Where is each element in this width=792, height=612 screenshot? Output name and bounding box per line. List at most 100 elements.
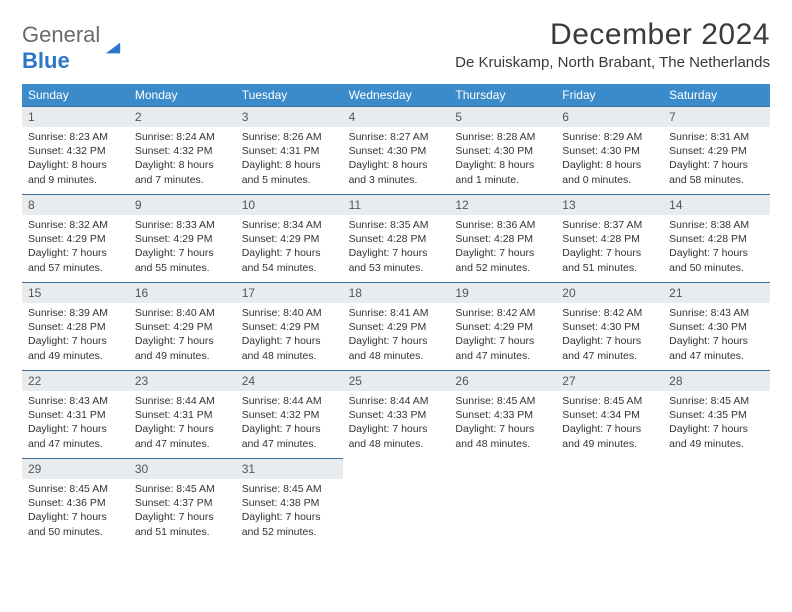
day-number: 25 — [343, 371, 450, 391]
day-number: 20 — [556, 283, 663, 303]
day-info: Sunrise: 8:33 AMSunset: 4:29 PMDaylight:… — [129, 215, 236, 275]
day-number: 24 — [236, 371, 343, 391]
day-cell: 1Sunrise: 8:23 AMSunset: 4:32 PMDaylight… — [22, 106, 129, 194]
day-cell-empty — [556, 458, 663, 546]
day-number: 31 — [236, 459, 343, 479]
day-number: 6 — [556, 107, 663, 127]
day-info: Sunrise: 8:36 AMSunset: 4:28 PMDaylight:… — [449, 215, 556, 275]
day-cell: 3Sunrise: 8:26 AMSunset: 4:31 PMDaylight… — [236, 106, 343, 194]
calendar-header-row: SundayMondayTuesdayWednesdayThursdayFrid… — [22, 84, 770, 106]
day-number: 15 — [22, 283, 129, 303]
day-cell-empty — [663, 458, 770, 546]
day-cell: 9Sunrise: 8:33 AMSunset: 4:29 PMDaylight… — [129, 194, 236, 282]
day-cell: 6Sunrise: 8:29 AMSunset: 4:30 PMDaylight… — [556, 106, 663, 194]
day-number: 30 — [129, 459, 236, 479]
logo-word-2: Blue — [22, 48, 70, 73]
day-number: 22 — [22, 371, 129, 391]
day-info: Sunrise: 8:42 AMSunset: 4:30 PMDaylight:… — [556, 303, 663, 363]
weekday-header: Thursday — [449, 84, 556, 106]
day-info: Sunrise: 8:23 AMSunset: 4:32 PMDaylight:… — [22, 127, 129, 187]
day-info: Sunrise: 8:44 AMSunset: 4:31 PMDaylight:… — [129, 391, 236, 451]
day-info: Sunrise: 8:29 AMSunset: 4:30 PMDaylight:… — [556, 127, 663, 187]
weekday-header: Sunday — [22, 84, 129, 106]
day-info: Sunrise: 8:32 AMSunset: 4:29 PMDaylight:… — [22, 215, 129, 275]
day-info: Sunrise: 8:45 AMSunset: 4:37 PMDaylight:… — [129, 479, 236, 539]
day-number: 9 — [129, 195, 236, 215]
day-number: 21 — [663, 283, 770, 303]
day-info: Sunrise: 8:39 AMSunset: 4:28 PMDaylight:… — [22, 303, 129, 363]
title-block: December 2024 De Kruiskamp, North Braban… — [455, 18, 770, 71]
day-info: Sunrise: 8:37 AMSunset: 4:28 PMDaylight:… — [556, 215, 663, 275]
day-cell: 8Sunrise: 8:32 AMSunset: 4:29 PMDaylight… — [22, 194, 129, 282]
day-info: Sunrise: 8:45 AMSunset: 4:33 PMDaylight:… — [449, 391, 556, 451]
calendar: SundayMondayTuesdayWednesdayThursdayFrid… — [22, 84, 770, 546]
day-number: 17 — [236, 283, 343, 303]
day-info: Sunrise: 8:40 AMSunset: 4:29 PMDaylight:… — [236, 303, 343, 363]
day-cell: 22Sunrise: 8:43 AMSunset: 4:31 PMDayligh… — [22, 370, 129, 458]
day-cell: 5Sunrise: 8:28 AMSunset: 4:30 PMDaylight… — [449, 106, 556, 194]
location-subtitle: De Kruiskamp, North Brabant, The Netherl… — [455, 54, 770, 71]
day-info: Sunrise: 8:41 AMSunset: 4:29 PMDaylight:… — [343, 303, 450, 363]
day-number: 5 — [449, 107, 556, 127]
day-info: Sunrise: 8:24 AMSunset: 4:32 PMDaylight:… — [129, 127, 236, 187]
day-cell: 20Sunrise: 8:42 AMSunset: 4:30 PMDayligh… — [556, 282, 663, 370]
day-cell: 27Sunrise: 8:45 AMSunset: 4:34 PMDayligh… — [556, 370, 663, 458]
day-cell: 29Sunrise: 8:45 AMSunset: 4:36 PMDayligh… — [22, 458, 129, 546]
day-number: 1 — [22, 107, 129, 127]
day-number: 4 — [343, 107, 450, 127]
day-info: Sunrise: 8:45 AMSunset: 4:36 PMDaylight:… — [22, 479, 129, 539]
day-info: Sunrise: 8:35 AMSunset: 4:28 PMDaylight:… — [343, 215, 450, 275]
day-info: Sunrise: 8:43 AMSunset: 4:30 PMDaylight:… — [663, 303, 770, 363]
day-number: 12 — [449, 195, 556, 215]
day-cell: 31Sunrise: 8:45 AMSunset: 4:38 PMDayligh… — [236, 458, 343, 546]
day-number: 28 — [663, 371, 770, 391]
day-number: 27 — [556, 371, 663, 391]
day-cell: 11Sunrise: 8:35 AMSunset: 4:28 PMDayligh… — [343, 194, 450, 282]
day-cell: 7Sunrise: 8:31 AMSunset: 4:29 PMDaylight… — [663, 106, 770, 194]
weekday-header: Friday — [556, 84, 663, 106]
day-cell: 23Sunrise: 8:44 AMSunset: 4:31 PMDayligh… — [129, 370, 236, 458]
day-number: 14 — [663, 195, 770, 215]
day-info: Sunrise: 8:26 AMSunset: 4:31 PMDaylight:… — [236, 127, 343, 187]
weekday-header: Tuesday — [236, 84, 343, 106]
day-info: Sunrise: 8:27 AMSunset: 4:30 PMDaylight:… — [343, 127, 450, 187]
day-cell-empty — [449, 458, 556, 546]
day-cell: 4Sunrise: 8:27 AMSunset: 4:30 PMDaylight… — [343, 106, 450, 194]
day-cell: 10Sunrise: 8:34 AMSunset: 4:29 PMDayligh… — [236, 194, 343, 282]
day-number: 2 — [129, 107, 236, 127]
day-number: 8 — [22, 195, 129, 215]
day-info: Sunrise: 8:31 AMSunset: 4:29 PMDaylight:… — [663, 127, 770, 187]
day-number: 7 — [663, 107, 770, 127]
weekday-header: Wednesday — [343, 84, 450, 106]
day-number: 26 — [449, 371, 556, 391]
weekday-header: Saturday — [663, 84, 770, 106]
day-number: 11 — [343, 195, 450, 215]
day-info: Sunrise: 8:45 AMSunset: 4:35 PMDaylight:… — [663, 391, 770, 451]
day-number: 19 — [449, 283, 556, 303]
logo-text: General Blue — [22, 22, 100, 74]
day-number: 10 — [236, 195, 343, 215]
day-info: Sunrise: 8:42 AMSunset: 4:29 PMDaylight:… — [449, 303, 556, 363]
day-number: 13 — [556, 195, 663, 215]
day-cell: 26Sunrise: 8:45 AMSunset: 4:33 PMDayligh… — [449, 370, 556, 458]
day-cell: 12Sunrise: 8:36 AMSunset: 4:28 PMDayligh… — [449, 194, 556, 282]
day-number: 3 — [236, 107, 343, 127]
day-info: Sunrise: 8:40 AMSunset: 4:29 PMDaylight:… — [129, 303, 236, 363]
day-cell: 24Sunrise: 8:44 AMSunset: 4:32 PMDayligh… — [236, 370, 343, 458]
calendar-body: 1Sunrise: 8:23 AMSunset: 4:32 PMDaylight… — [22, 106, 770, 546]
day-cell: 18Sunrise: 8:41 AMSunset: 4:29 PMDayligh… — [343, 282, 450, 370]
day-info: Sunrise: 8:38 AMSunset: 4:28 PMDaylight:… — [663, 215, 770, 275]
day-cell: 25Sunrise: 8:44 AMSunset: 4:33 PMDayligh… — [343, 370, 450, 458]
day-number: 23 — [129, 371, 236, 391]
day-info: Sunrise: 8:44 AMSunset: 4:32 PMDaylight:… — [236, 391, 343, 451]
day-cell: 2Sunrise: 8:24 AMSunset: 4:32 PMDaylight… — [129, 106, 236, 194]
day-info: Sunrise: 8:45 AMSunset: 4:38 PMDaylight:… — [236, 479, 343, 539]
day-cell: 13Sunrise: 8:37 AMSunset: 4:28 PMDayligh… — [556, 194, 663, 282]
day-cell: 30Sunrise: 8:45 AMSunset: 4:37 PMDayligh… — [129, 458, 236, 546]
day-cell: 17Sunrise: 8:40 AMSunset: 4:29 PMDayligh… — [236, 282, 343, 370]
day-cell: 15Sunrise: 8:39 AMSunset: 4:28 PMDayligh… — [22, 282, 129, 370]
day-number: 29 — [22, 459, 129, 479]
day-cell-empty — [343, 458, 450, 546]
day-number: 18 — [343, 283, 450, 303]
logo: General Blue — [22, 22, 122, 74]
